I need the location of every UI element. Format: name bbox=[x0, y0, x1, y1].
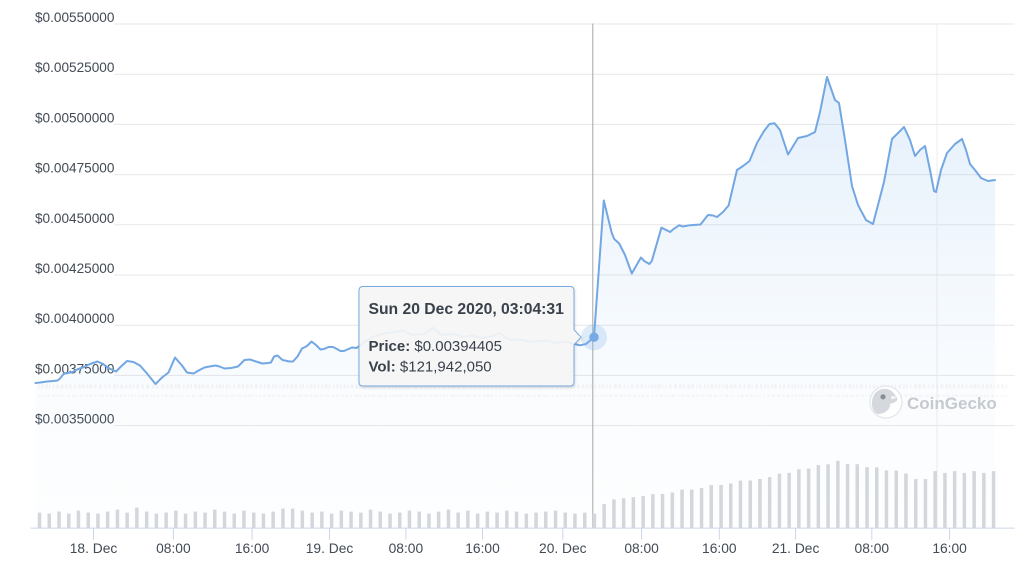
svg-text:20. Dec: 20. Dec bbox=[539, 541, 587, 556]
svg-text:$0.00500000: $0.00500000 bbox=[35, 110, 115, 125]
svg-text:$0.00525000: $0.00525000 bbox=[35, 60, 115, 75]
svg-text:16:00: 16:00 bbox=[702, 541, 737, 556]
svg-text:18. Dec: 18. Dec bbox=[70, 541, 118, 556]
svg-text:08:00: 08:00 bbox=[389, 541, 424, 556]
svg-text:$0.00475000: $0.00475000 bbox=[35, 161, 115, 176]
svg-text:Sun 20 Dec 2020, 03:04:31: Sun 20 Dec 2020, 03:04:31 bbox=[369, 301, 565, 318]
svg-text:$0.00550000: $0.00550000 bbox=[35, 10, 115, 25]
svg-text:$0.00400000: $0.00400000 bbox=[35, 311, 115, 326]
svg-text:08:00: 08:00 bbox=[855, 541, 890, 556]
svg-text:16:00: 16:00 bbox=[235, 541, 270, 556]
svg-text:16:00: 16:00 bbox=[465, 541, 500, 556]
svg-text:19. Dec: 19. Dec bbox=[306, 541, 354, 556]
svg-text:16:00: 16:00 bbox=[932, 541, 967, 556]
svg-text:CoinGecko: CoinGecko bbox=[907, 394, 997, 413]
svg-text:Vol: $121,942,050: Vol: $121,942,050 bbox=[369, 359, 492, 376]
svg-text:Price: $0.00394405: Price: $0.00394405 bbox=[369, 338, 502, 355]
svg-text:$0.00450000: $0.00450000 bbox=[35, 211, 115, 226]
svg-text:$0.00425000: $0.00425000 bbox=[35, 261, 115, 276]
svg-text:08:00: 08:00 bbox=[624, 541, 659, 556]
svg-text:21. Dec: 21. Dec bbox=[772, 541, 820, 556]
svg-text:08:00: 08:00 bbox=[156, 541, 191, 556]
